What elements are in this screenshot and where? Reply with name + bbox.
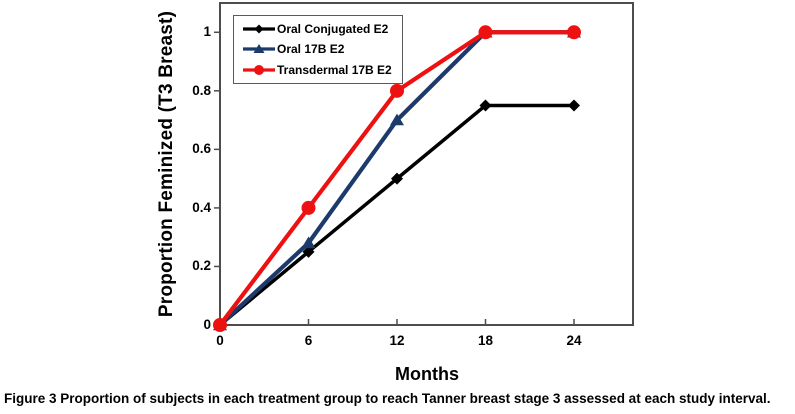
data-point-marker-circle (213, 318, 227, 332)
legend-label: Oral Conjugated E2 (277, 22, 389, 37)
y-tick-label: 0.2 (192, 258, 211, 274)
data-point-marker-triangle (253, 44, 265, 54)
x-tick-label: 18 (477, 333, 494, 348)
legend-label: Oral 17B E2 (277, 42, 345, 57)
data-point-marker-circle (390, 83, 404, 98)
data-point-marker-triangle (301, 236, 316, 249)
plot-border (219, 2, 634, 326)
legend-item-oral-conjugated-e2: Oral Conjugated E2 (242, 21, 400, 37)
data-point-marker-diamond (254, 24, 264, 34)
data-point-marker-diamond (391, 172, 403, 185)
figure-caption: Figure 3 Proportion of subjects in each … (4, 390, 792, 407)
x-tick-label: 12 (389, 333, 405, 348)
x-axis-title: Months (395, 364, 459, 384)
legend-item-oral-17b-e2: Oral 17B E2 (242, 41, 400, 57)
y-tick-label: 0.6 (192, 141, 211, 157)
data-point-marker-triangle (390, 113, 404, 126)
data-point-marker-diamond (302, 245, 315, 258)
legend-item-transdermal-17b-e2: Transdermal 17B E2 (242, 62, 400, 78)
figure-caption-text: Proportion of subjects in each treatment… (60, 391, 771, 406)
data-point-marker-circle (301, 200, 316, 215)
figure-caption-label: Figure 3 (4, 391, 57, 406)
chart-legend: Oral Conjugated E2 Oral 17B E2 Transderm… (233, 15, 403, 84)
legend-swatch-diamond-icon (243, 24, 275, 34)
series-line-oral-conjugated-e2 (218, 103, 574, 327)
data-point-marker-circle (567, 25, 581, 40)
x-tick-label: 6 (304, 333, 313, 348)
x-tick-label: 24 (566, 333, 582, 348)
y-tick-label: 0.8 (192, 82, 211, 98)
data-point-marker-circle (478, 25, 493, 40)
y-tick-label: 0.4 (192, 199, 211, 215)
x-tick-label: 0 (216, 333, 224, 348)
y-tick-label: 1 (203, 24, 211, 40)
y-tick-label: 0 (203, 317, 211, 332)
legend-swatch-circle-icon (243, 64, 275, 75)
data-point-marker-diamond (479, 99, 492, 112)
legend-label: Transdermal 17B E2 (277, 62, 392, 77)
data-point-marker-diamond (568, 99, 580, 112)
data-point-marker-circle (254, 64, 264, 75)
legend-swatch-triangle-icon (243, 44, 275, 54)
